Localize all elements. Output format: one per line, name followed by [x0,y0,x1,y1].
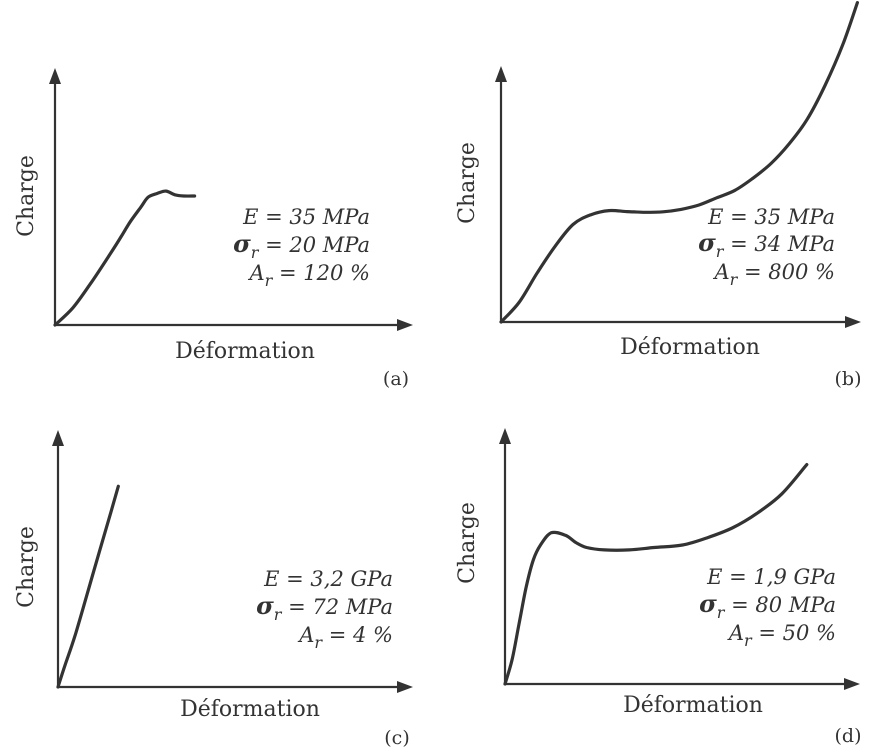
x-axis-arrow-a [397,319,413,331]
prop-a-a: Ar = 120 % [248,261,371,290]
prop-sigma-a: σr = 20 MPa [233,229,370,262]
y-axis-arrow-c [52,430,64,446]
prop-e-d: E = 1,9 GPa [706,565,836,589]
prop-sigma-c: σr = 72 MPa [256,591,393,624]
load-deformation-curve-c [56,484,120,689]
xlabel-d: Déformation [623,693,763,718]
load-deformation-curve-b [499,1,859,324]
prop-a-b: Ar = 800 % [713,260,836,289]
ylabel-d: Charge [455,502,480,584]
panel-label-d: (d) [835,725,862,747]
prop-a-c: Ar = 4 % [297,623,393,652]
load-deformation-curve-a [53,189,197,327]
y-axis-arrow-d [499,428,511,444]
panel-label-a: (a) [383,368,409,390]
panel-a: Charge Déformation (a) E = 35 MPa σr = 2… [14,68,413,390]
ylabel-a: Charge [14,155,39,237]
panel-label-c: (c) [384,727,409,747]
prop-e-b: E = 35 MPa [707,205,835,229]
y-axis-arrow-a [49,68,61,84]
prop-sigma-b: σr = 34 MPa [698,228,835,261]
xlabel-b: Déformation [620,335,760,360]
xlabel-a: Déformation [175,339,315,364]
ylabel-c: Charge [14,526,39,608]
panel-c: Charge Déformation (c) E = 3,2 GPa σr = … [14,430,413,747]
y-axis-arrow-b [495,66,507,82]
prop-sigma-d: σr = 80 MPa [699,589,836,622]
x-axis-arrow-d [844,678,860,690]
panel-label-b: (b) [835,368,862,390]
x-axis-arrow-b [845,316,861,328]
panel-d: Charge Déformation (d) E = 1,9 GPa σr = … [455,428,862,747]
x-axis-arrow-c [397,681,413,693]
ylabel-b: Charge [455,142,480,224]
prop-a-d: Ar = 50 % [727,621,836,650]
prop-e-a: E = 35 MPa [242,205,370,229]
load-deformation-curve-d [503,463,809,686]
panel-b: Charge Déformation (b) E = 35 MPa σr = 3… [455,1,862,390]
xlabel-c: Déformation [180,697,320,722]
prop-e-c: E = 3,2 GPa [263,567,393,591]
